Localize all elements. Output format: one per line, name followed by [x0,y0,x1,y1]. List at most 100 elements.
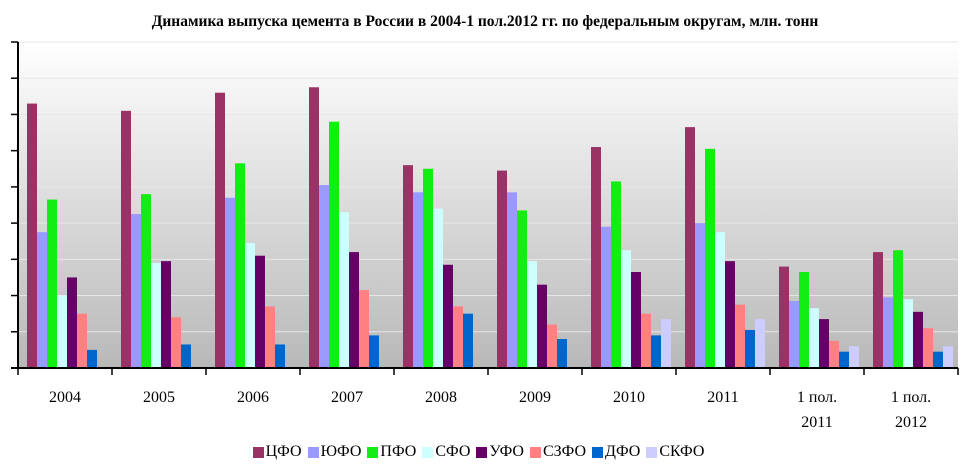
bar [265,306,275,368]
bar [601,226,611,368]
bar [517,210,527,368]
bar [37,232,47,368]
bar [873,252,883,368]
bar [661,319,671,368]
legend-item: СЗФО [529,442,587,462]
bar [641,313,651,368]
bar [443,264,453,368]
legend-swatch [476,446,488,458]
legend-swatch [367,446,379,458]
bar [215,92,225,368]
bar [651,335,661,368]
legend-swatch [307,446,319,458]
bar [829,340,839,368]
bar [121,110,131,369]
x-tick-label: 2009 [519,389,551,406]
bar [171,317,181,368]
legend-swatch [592,446,604,458]
bar [735,304,745,368]
bar [329,121,339,368]
bar [497,170,507,368]
bar [809,308,819,368]
x-tick-label: 1 пол. 2011 [796,389,838,431]
bar [403,165,413,368]
bar [883,297,893,368]
bar [527,261,537,368]
x-tick-label: 2004 [49,389,81,406]
bar [839,351,849,368]
bar [235,163,245,368]
bar [893,250,903,368]
bar [725,261,735,368]
legend: ЦФО ЮФО ПФО СФО УФО СЗФО ДФО СКФО [0,442,963,462]
legend-item: СКФО [646,442,704,462]
bar [181,344,191,368]
bar [819,319,829,368]
bar [423,168,433,368]
legend-swatch [529,446,541,458]
bar [789,300,799,368]
bar [611,181,621,368]
legend-label: ЮФО [320,443,362,460]
bar [849,346,859,368]
bar [453,306,463,368]
bar [913,311,923,368]
bar [903,299,913,368]
bar [77,313,87,368]
bar [309,87,319,369]
bar [369,335,379,368]
bar [161,261,171,368]
bar [57,295,67,368]
bar [339,212,349,368]
bar [225,197,235,368]
legend-label: СЗФО [542,443,587,460]
legend-swatch [422,446,434,458]
bar [349,252,359,368]
legend-label: СКФО [659,443,705,460]
bar [685,127,695,368]
bar [695,223,705,368]
bar [547,324,557,368]
x-tick-label: 2010 [613,389,645,406]
bar [245,243,255,368]
bar [745,329,755,368]
bar [799,272,809,368]
chart-title: Динамика выпуска цемента в России в 2004… [151,13,819,30]
bar [413,192,423,368]
bar [715,232,725,368]
x-tick-label: 1 пол. 2012 [890,389,932,431]
bar [433,208,443,368]
legend-label: СФО [435,443,471,460]
bar [463,313,473,368]
x-tick-label: 2007 [331,389,363,406]
bar [557,339,567,368]
bar [47,199,57,368]
legend-item: ЮФО [307,442,362,462]
bar [275,344,285,368]
bar [537,284,547,368]
legend-label: ДФО [605,443,641,460]
x-tick-label: 2008 [425,389,457,406]
legend-item: ПФО [367,442,416,462]
bar [507,192,517,368]
legend-item: СФО [422,442,470,462]
bar [67,277,77,368]
legend-item: УФО [476,442,524,462]
bar [705,148,715,368]
bar [779,266,789,368]
bar [141,194,151,368]
bar [923,328,933,368]
bar [131,214,141,368]
legend-item: ДФО [592,442,640,462]
legend-swatch [252,446,264,458]
bar [27,103,37,369]
bar [87,349,97,368]
bar [151,262,161,368]
legend-swatch [646,446,658,458]
bar [755,319,765,368]
legend-label: УФО [489,443,524,460]
x-tick-label: 2005 [143,389,175,406]
bar [359,290,369,368]
